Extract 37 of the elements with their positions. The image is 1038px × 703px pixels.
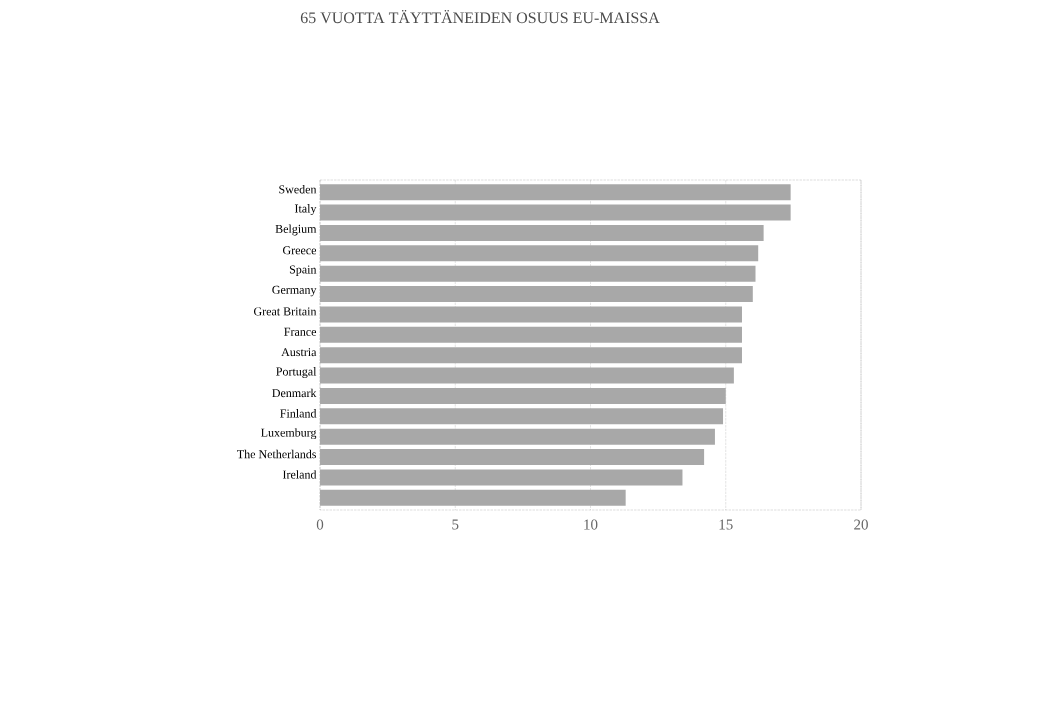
y-tick-label: Spain	[289, 265, 317, 276]
chart-title: 65 VUOTTA TÄYTTÄNEIDEN OSUUS EU-MAISSA	[300, 10, 660, 24]
bar	[320, 489, 626, 506]
x-tick-label: 10	[584, 519, 598, 530]
bar	[320, 408, 724, 425]
bar	[320, 224, 764, 241]
y-tick-label: Finland	[280, 409, 317, 418]
x-tick-label: 20	[854, 519, 868, 530]
y-tick-label: The Netherlands	[237, 449, 317, 459]
y-tick-label: Luxemburg	[261, 428, 317, 440]
bar	[320, 265, 756, 282]
bar	[320, 469, 683, 486]
x-tick-label: 0	[316, 519, 324, 530]
bar	[320, 428, 715, 445]
bar	[320, 286, 753, 303]
y-tick-label: Austria	[281, 348, 317, 357]
x-tick-label: 5	[452, 519, 459, 530]
y-tick-label: Great Britain	[253, 307, 317, 316]
y-tick-label: France	[284, 327, 317, 336]
y-tick-label: Ireland	[282, 470, 317, 479]
y-tick-label: Italy	[294, 204, 317, 216]
bar	[320, 449, 705, 466]
bar	[320, 326, 742, 343]
y-tick-label: Denmark	[272, 388, 317, 398]
bar	[320, 184, 791, 201]
y-tick-label: Portugal	[276, 367, 317, 378]
bar	[320, 387, 726, 404]
bar	[320, 347, 742, 364]
bar	[320, 306, 742, 323]
y-tick-label: Sweden	[279, 184, 317, 194]
y-tick-label: Greece	[282, 246, 317, 255]
bar	[320, 245, 759, 262]
bar	[320, 204, 791, 221]
y-tick-label: Germany	[272, 285, 317, 297]
x-tick-label: 15	[719, 519, 733, 530]
bar	[320, 367, 734, 384]
y-tick-label: Belgium	[275, 224, 317, 236]
